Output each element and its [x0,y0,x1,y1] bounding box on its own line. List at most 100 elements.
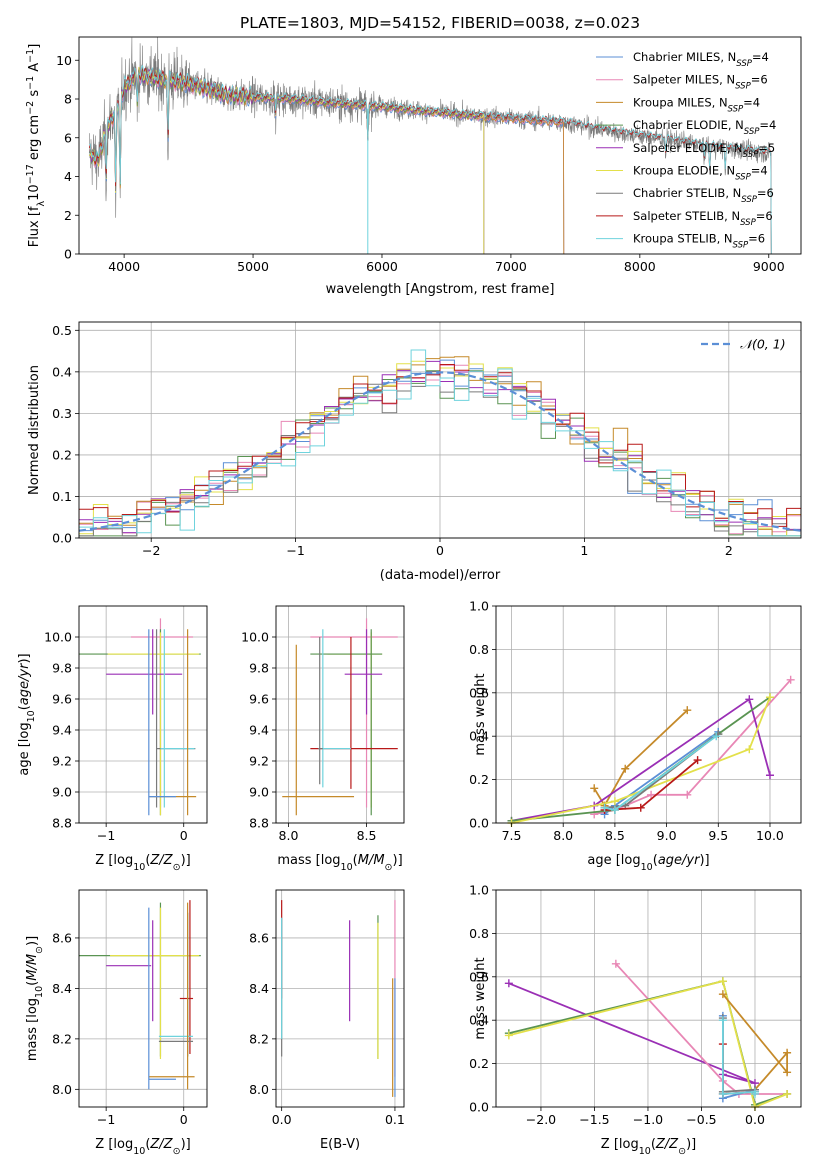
x-tick-label: 0 [436,543,444,558]
label-part: s [27,90,42,101]
errorbar [110,907,200,1060]
x-tick-label: −1 [97,828,115,843]
label-part: 10 [641,862,653,873]
x-tick-label: 0.1 [385,1112,405,1127]
weight-line [508,980,788,1109]
weight-marker [750,1089,759,1098]
mass-weight-vs-age-panel: 7.5 8.0 8.5 9.0 9.5 10.0 0.0 0.2 0.4 0.6 0.8 1.0 age… [469,599,802,873]
label-part: A [27,63,42,76]
model-fit-line [88,66,772,254]
x-tick-label: 6000 [366,259,398,274]
label-part: =6 [756,209,773,223]
weight-marker [621,764,630,773]
weight-marker [504,1031,513,1040]
y-tick-label: 0.3 [52,406,72,421]
x-tick-label: −2.0 [526,1112,556,1127]
label-part: −1 [25,49,36,63]
axes-box [78,321,802,539]
axes-frame: −2 −1 0 1 2 0.0 0.1 0.2 0.3 0.4 0.5 [52,321,802,558]
label-part: )] [181,853,191,868]
x-tick-label: −1.0 [633,1112,663,1127]
errorbar [318,637,323,785]
label-part: −17 [25,164,36,184]
y-tick-label: 8.6 [52,930,72,945]
plot-area [88,37,772,254]
y-tick-label: 8.4 [249,981,269,996]
weight-marker [718,1016,727,1025]
x-tick-label: 8.5 [605,828,625,843]
plot-area [79,900,201,1090]
y-tick-label: 0.0 [52,531,72,546]
legend-entry-label: Kroupa STELIB, NSSP=6 [633,232,765,251]
axes-box [495,605,802,824]
plot-area [282,618,398,816]
label-part: age/yr [658,853,701,868]
errorbar [148,902,195,1090]
x-tick-label: −1.5 [579,1112,609,1127]
weight-marker [745,695,754,704]
y-tick-label: 0.5 [52,323,72,338]
label-part: ⊙ [173,862,181,873]
label-part: Kroupa STELIB, N [633,232,733,246]
label-part: mass [log [277,853,340,868]
weight-marker [611,959,620,968]
label-part: SSP [740,218,756,228]
weight-line [511,697,771,822]
label-part: 10 [27,184,42,201]
y-axis-label: age [log10(age/yr)] [17,653,37,775]
y-tick-label: 9.6 [249,692,269,707]
errorbar [106,629,183,715]
axes-box [495,889,802,1108]
weight-marker [765,771,774,780]
label-part: Z/Z [149,853,173,868]
x-axis-label: age [log10(age/yr)] [587,853,709,873]
label-part: 10 [34,986,45,998]
axes-box [275,605,405,824]
label-part: SSP [744,127,760,137]
label-part: 10 [341,862,353,873]
residuals-panel: −2 −1 0 1 2 0.0 0.1 0.2 0.3 0.4 0.5 𝒩(0, 1) (data-mo… [27,321,802,583]
weight-marker [683,790,692,799]
x-tick-label: −2 [142,543,160,558]
y-axis-label: mass weight [473,957,488,1039]
age-vs-mass-panel: 8.0 8.5 8.8 9.0 9.2 9.4 9.6 9.8 10.0 mass [log10(… [241,605,405,873]
y-tick-label: 0.0 [469,816,489,831]
label-part: M/M [25,954,40,981]
y-tick-label: 0.4 [52,364,72,379]
y-tick-label: 0.6 [469,969,489,984]
weight-marker [610,797,619,806]
x-tick-label: 0 [180,1112,188,1127]
label-part: age [log [17,722,32,775]
label-part: ⊙ [173,1146,181,1157]
y-axis-label: mass weight [473,673,488,755]
weight-marker [786,675,795,684]
y-tick-label: 9.4 [249,723,269,738]
axes-frame: 8.0 8.5 8.8 9.0 9.2 9.4 9.6 9.8 10.0 [241,605,405,843]
x-tick-label: −1 [97,1112,115,1127]
axes-box [78,36,802,255]
plot-area [79,618,201,816]
figure-title: PLATE=1803, MJD=54152, FIBERID=0038, z=0… [240,14,640,32]
axes-frame: −1 0 8.8 9.0 9.2 9.4 9.6 9.8 10.0 [44,605,208,843]
weight-marker [600,803,609,812]
label-part: SSP [728,104,744,114]
label-part: 10 [133,862,145,873]
label-part: ( [145,1137,150,1152]
weight-marker [765,693,774,702]
y-tick-label: 10.0 [241,630,269,645]
label-part: SSP [736,59,752,69]
y-tick-label: 0.8 [469,926,489,941]
x-tick-label: 9000 [753,259,785,274]
label-part: )] [699,853,709,868]
label-part: Kroupa MILES, N [633,95,728,109]
weight-marker [718,977,727,986]
weight-marker [718,990,727,999]
x-tick-label: −1 [286,543,304,558]
axes-frame: −2.0 −1.5 −1.0 −0.5 0.0 0.0 0.2 0.4 0.6 0.8 1.0 [469,883,802,1127]
model-fit-line [88,66,485,254]
label-part: =6 [751,73,768,87]
y-tick-label: 9.0 [52,785,72,800]
x-axis-label: wavelength [Angstrom, rest frame] [326,282,555,297]
label-part: ( [25,981,40,986]
